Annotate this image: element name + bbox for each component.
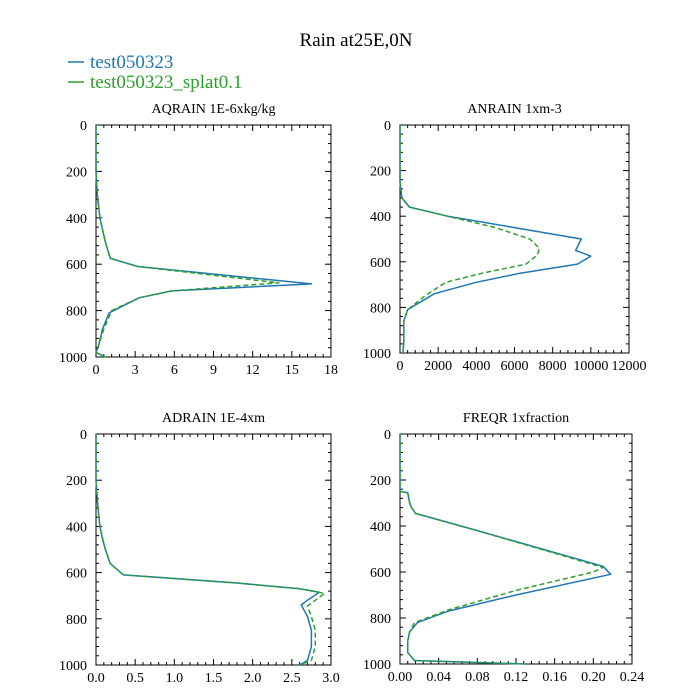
x-tick-label: 0.04	[426, 670, 451, 685]
y-tick-label: 800	[66, 305, 87, 320]
series-line-test050323	[399, 125, 592, 354]
plot-frame	[95, 433, 332, 666]
series-line-test050323-splat0-1	[95, 434, 326, 666]
panels: AQRAIN 1E-6xkg/kg 0 3 6 9 12 15 18 0 200 400 600 800…	[59, 102, 647, 686]
y-tick-label: 200	[66, 474, 87, 489]
x-tick-label: 4000	[462, 359, 490, 374]
x-tick-label: 3	[132, 363, 139, 378]
x-tick-label: 0.5	[126, 671, 144, 686]
panel-3: ADRAIN 1E-4xm 0.0 0.5 1.0 1.5 2.0 2.5 3.0 0 200 40…	[59, 411, 340, 686]
panel-title: ANRAIN 1xm-3	[467, 102, 562, 117]
y-tick-label: 400	[370, 210, 391, 225]
x-tick-label: 0	[93, 363, 100, 378]
x-tick-label: 2.5	[283, 671, 301, 686]
y-tick-label: 200	[66, 165, 87, 180]
x-tick-label: 2.0	[244, 671, 262, 686]
x-tick-label: 0.24	[620, 670, 645, 685]
x-tick-label: 6	[171, 363, 178, 378]
y-tick-label: 0	[384, 119, 391, 134]
y-tick-label: 400	[66, 212, 87, 227]
y-tick-label: 1000	[59, 351, 87, 366]
series-line-test050323	[95, 434, 321, 666]
x-tick-label: 12	[246, 363, 260, 378]
x-tick-label: 0.0	[87, 671, 105, 686]
plot-frame	[399, 124, 630, 354]
x-tick-label: 0.20	[581, 670, 606, 685]
x-tick-label: 2000	[424, 359, 452, 374]
series-line-test050323-splat0-1	[95, 125, 280, 358]
legend-label-2: test050323_splat0.1	[90, 72, 243, 93]
legend-label-1: test050323	[90, 52, 173, 73]
plot-frame	[95, 124, 332, 358]
x-tick-label: 15	[285, 363, 299, 378]
panel-title: FREQR 1xfraction	[463, 411, 569, 426]
y-tick-label: 400	[370, 520, 391, 535]
panel-title: AQRAIN 1E-6xkg/kg	[151, 102, 275, 117]
y-tick-label: 0	[80, 428, 87, 443]
y-tick-label: 1000	[363, 347, 391, 362]
y-tick-label: 1000	[363, 658, 391, 673]
y-tick-label: 800	[370, 612, 391, 627]
series-line-test050323	[95, 125, 313, 358]
panel-title: ADRAIN 1E-4xm	[162, 411, 265, 426]
y-tick-label: 600	[66, 258, 87, 273]
legend: test050323 test050323_splat0.1	[68, 52, 243, 93]
x-tick-label: 8000	[539, 359, 567, 374]
y-tick-label: 800	[66, 613, 87, 628]
figure-title: Rain at25E,0N	[300, 30, 413, 51]
x-tick-label: 1.5	[205, 671, 223, 686]
x-tick-label: 3.0	[322, 671, 340, 686]
panel-4: FREQR 1xfraction 0.00 0.04 0.08 0.12 0.16 0.20…	[363, 411, 644, 685]
x-tick-label: 0.16	[542, 670, 567, 685]
y-tick-label: 600	[370, 256, 391, 271]
y-tick-label: 0	[80, 119, 87, 134]
x-tick-label: 18	[324, 363, 338, 378]
series-line-test050323-splat0-1	[399, 434, 604, 665]
x-tick-label: 0.12	[504, 670, 529, 685]
x-tick-label: 9	[210, 363, 217, 378]
x-tick-label: 12000	[612, 359, 647, 374]
x-tick-label: 10000	[573, 359, 608, 374]
x-tick-label: 0.08	[465, 670, 490, 685]
y-tick-label: 0	[384, 428, 391, 443]
y-tick-label: 600	[370, 566, 391, 581]
x-tick-label: 0.00	[388, 670, 413, 685]
x-tick-label: 6000	[501, 359, 529, 374]
x-tick-label: 0	[397, 359, 404, 374]
y-tick-label: 200	[370, 474, 391, 489]
series-line-test050323-splat0-1	[399, 125, 541, 354]
series-line-test050323	[399, 434, 612, 665]
y-tick-label: 600	[66, 567, 87, 582]
panel-1: AQRAIN 1E-6xkg/kg 0 3 6 9 12 15 18 0 200 400 600 800…	[59, 102, 338, 378]
panel-2: ANRAIN 1xm-3 0 2000 4000 6000 8000 10000 12000 0…	[363, 102, 647, 374]
plot-frame	[399, 433, 633, 665]
y-tick-label: 800	[370, 301, 391, 316]
y-tick-label: 200	[370, 165, 391, 180]
x-tick-label: 1.0	[166, 671, 184, 686]
y-tick-label: 1000	[59, 659, 87, 674]
y-tick-label: 400	[66, 520, 87, 535]
